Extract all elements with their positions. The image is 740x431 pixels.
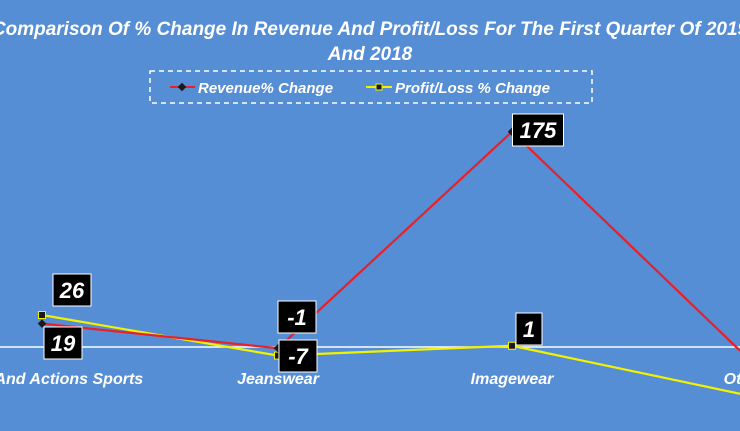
data-label-profit: 1 (523, 317, 535, 342)
point-profit (38, 311, 46, 320)
x-tick-label: Jeanswear (237, 371, 320, 388)
legend-label-profit: Profit/Loss % Change (395, 80, 550, 97)
data-label-profit: 26 (59, 278, 85, 303)
x-tick-label: Other (724, 371, 740, 388)
legend-marker-profit (375, 83, 383, 91)
legend-border (149, 70, 593, 104)
legend: Revenue% Change Profit/Loss % Change (149, 70, 593, 104)
point-profit (508, 341, 516, 350)
data-label-box-revenue (277, 300, 317, 334)
data-label-box-profit (515, 312, 543, 346)
data-label-revenue: 175 (520, 118, 557, 143)
data-labels-layer: 19 -1 175 26 -7 1 (43, 113, 564, 373)
series-line-revenue (41, 130, 740, 352)
data-label-box-profit (52, 273, 92, 307)
series-line-profit (41, 313, 740, 395)
data-label-box-revenue (43, 326, 83, 360)
chart-title-line1: Comparison Of % Change In Revenue And Pr… (0, 19, 740, 40)
x-tick-label: Action And Actions Sports (0, 371, 143, 388)
x-tick-label: Imagewear (471, 371, 554, 388)
data-label-box-profit (278, 339, 318, 373)
data-label-revenue: 19 (51, 331, 76, 356)
x-axis-ticks: Action And Actions Sports Jeanswear Imagew… (0, 371, 740, 388)
point-revenue (37, 319, 47, 328)
legend-label-revenue: Revenue% Change (198, 80, 333, 97)
data-label-profit: -7 (288, 344, 309, 369)
chart-title-line2: And 2018 (327, 44, 413, 65)
legend-marker-revenue (177, 82, 187, 92)
data-label-revenue: -1 (287, 305, 307, 330)
data-label-box-revenue (512, 113, 564, 147)
series-layer (37, 127, 740, 395)
